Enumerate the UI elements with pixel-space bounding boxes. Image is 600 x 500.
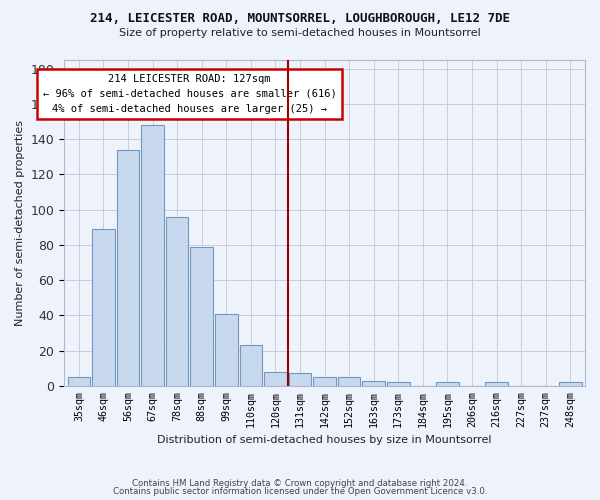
Bar (141, 125, 164, 386)
Text: 214 LEICESTER ROAD: 127sqm
← 96% of semi-detached houses are smaller (616)
4% of: 214 LEICESTER ROAD: 127sqm ← 96% of semi… (43, 74, 337, 114)
Bar (239, 346, 262, 386)
Bar (289, 374, 311, 386)
Bar (338, 377, 361, 386)
Y-axis label: Number of semi-detached properties: Number of semi-detached properties (15, 120, 25, 326)
Bar (362, 380, 385, 386)
X-axis label: Distribution of semi-detached houses by size in Mountsorrel: Distribution of semi-detached houses by … (157, 435, 492, 445)
Text: Contains public sector information licensed under the Open Government Licence v3: Contains public sector information licen… (113, 487, 487, 496)
Bar (313, 377, 336, 386)
Bar (190, 246, 213, 386)
Bar (166, 216, 188, 386)
Text: Contains HM Land Registry data © Crown copyright and database right 2024.: Contains HM Land Registry data © Crown c… (132, 478, 468, 488)
Bar (117, 150, 139, 386)
Bar (92, 229, 115, 386)
Bar (436, 382, 459, 386)
Bar (387, 382, 410, 386)
Text: 214, LEICESTER ROAD, MOUNTSORREL, LOUGHBOROUGH, LE12 7DE: 214, LEICESTER ROAD, MOUNTSORREL, LOUGHB… (90, 12, 510, 26)
Text: Size of property relative to semi-detached houses in Mountsorrel: Size of property relative to semi-detach… (119, 28, 481, 38)
Bar (215, 314, 238, 386)
Bar (68, 377, 90, 386)
Bar (264, 372, 287, 386)
Bar (559, 382, 581, 386)
Bar (485, 382, 508, 386)
